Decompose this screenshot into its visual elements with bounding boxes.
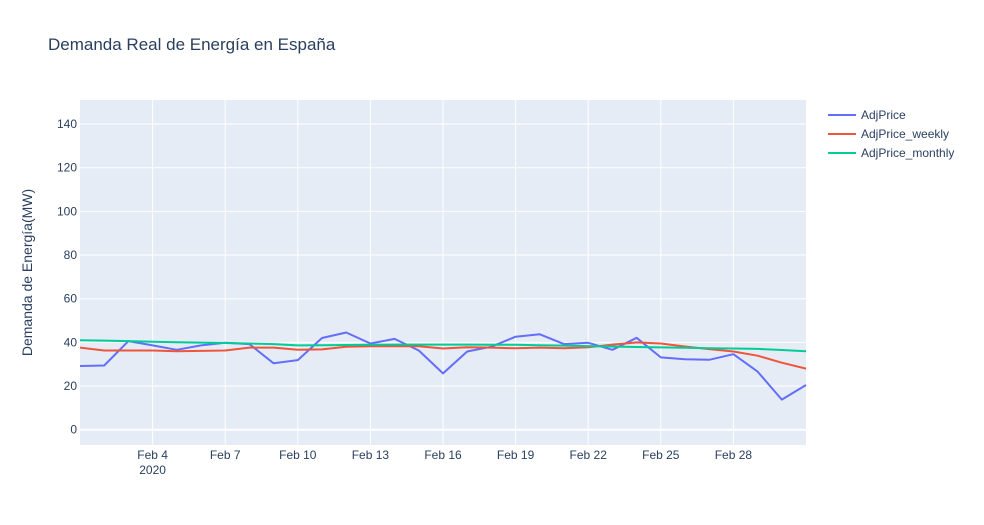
y-axis-title: Demanda de Energía(MW) [19,189,35,356]
y-tick-label: 0 [70,423,77,437]
series-line-adjprice-weekly [79,341,807,370]
y-tick-label: 40 [64,335,78,349]
x-tick-sublabel: 2020 [139,463,166,477]
y-axis-ticks: 0 20 40 60 80 100 120 140 [57,117,77,437]
series-lines [79,331,807,401]
y-tick-label: 120 [57,161,77,175]
x-tick-label: Feb 28 [715,448,753,462]
y-tick-label: 20 [64,379,78,393]
legend-item[interactable]: AdjPrice_weekly [828,127,949,141]
x-tick-label: Feb 13 [352,448,390,462]
y-tick-label: 100 [57,204,77,218]
series-line-adjprice [79,331,807,401]
legend-label: AdjPrice [861,108,906,122]
y-tick-label: 140 [57,117,77,131]
legend-item[interactable]: AdjPrice [828,108,906,122]
y-tick-label: 60 [64,292,78,306]
legend: AdjPrice AdjPrice_weekly AdjPrice_monthly [828,108,954,160]
x-tick-label: Feb 4 [137,448,168,462]
x-tick-label: Feb 22 [570,448,608,462]
legend-label: AdjPrice_monthly [861,146,954,160]
legend-item[interactable]: AdjPrice_monthly [828,146,954,160]
x-tick-label: Feb 25 [642,448,680,462]
chart-title: Demanda Real de Energía en España [48,35,336,54]
legend-label: AdjPrice_weekly [861,127,949,141]
x-tick-label: Feb 19 [497,448,535,462]
x-tick-label: Feb 10 [279,448,317,462]
series-line-adjprice-monthly [79,339,807,353]
y-tick-label: 80 [64,248,78,262]
x-tick-label: Feb 16 [424,448,462,462]
x-tick-label: Feb 7 [210,448,241,462]
